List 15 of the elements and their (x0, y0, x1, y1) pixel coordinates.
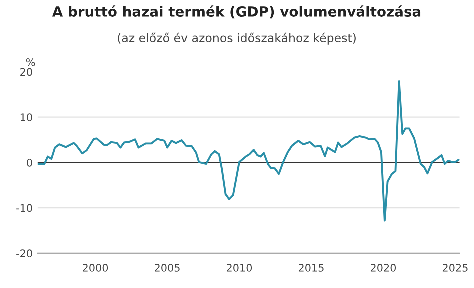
y-tick-label: -20 (16, 250, 32, 258)
chart-title: A bruttó hazai termék (GDP) volumenváltozása (52, 6, 421, 19)
y-tick-label: 20 (20, 68, 32, 76)
y-tick-label: 0 (27, 158, 32, 167)
y-axis-title: % (26, 58, 36, 66)
x-tick-label: 2025 (442, 264, 468, 272)
y-tick-label: -10 (16, 204, 32, 212)
chart-subtitle: (az előző év azonos időszakához képest) (118, 32, 356, 45)
x-tick-label: 2005 (155, 264, 180, 272)
x-tick-label: 2015 (298, 264, 324, 272)
x-tick-label: 2000 (83, 264, 108, 272)
y-tick-label: 10 (20, 114, 32, 122)
x-tick-label: 2020 (370, 264, 396, 272)
x-tick-label: 2010 (227, 264, 252, 272)
line-series (38, 80, 460, 222)
